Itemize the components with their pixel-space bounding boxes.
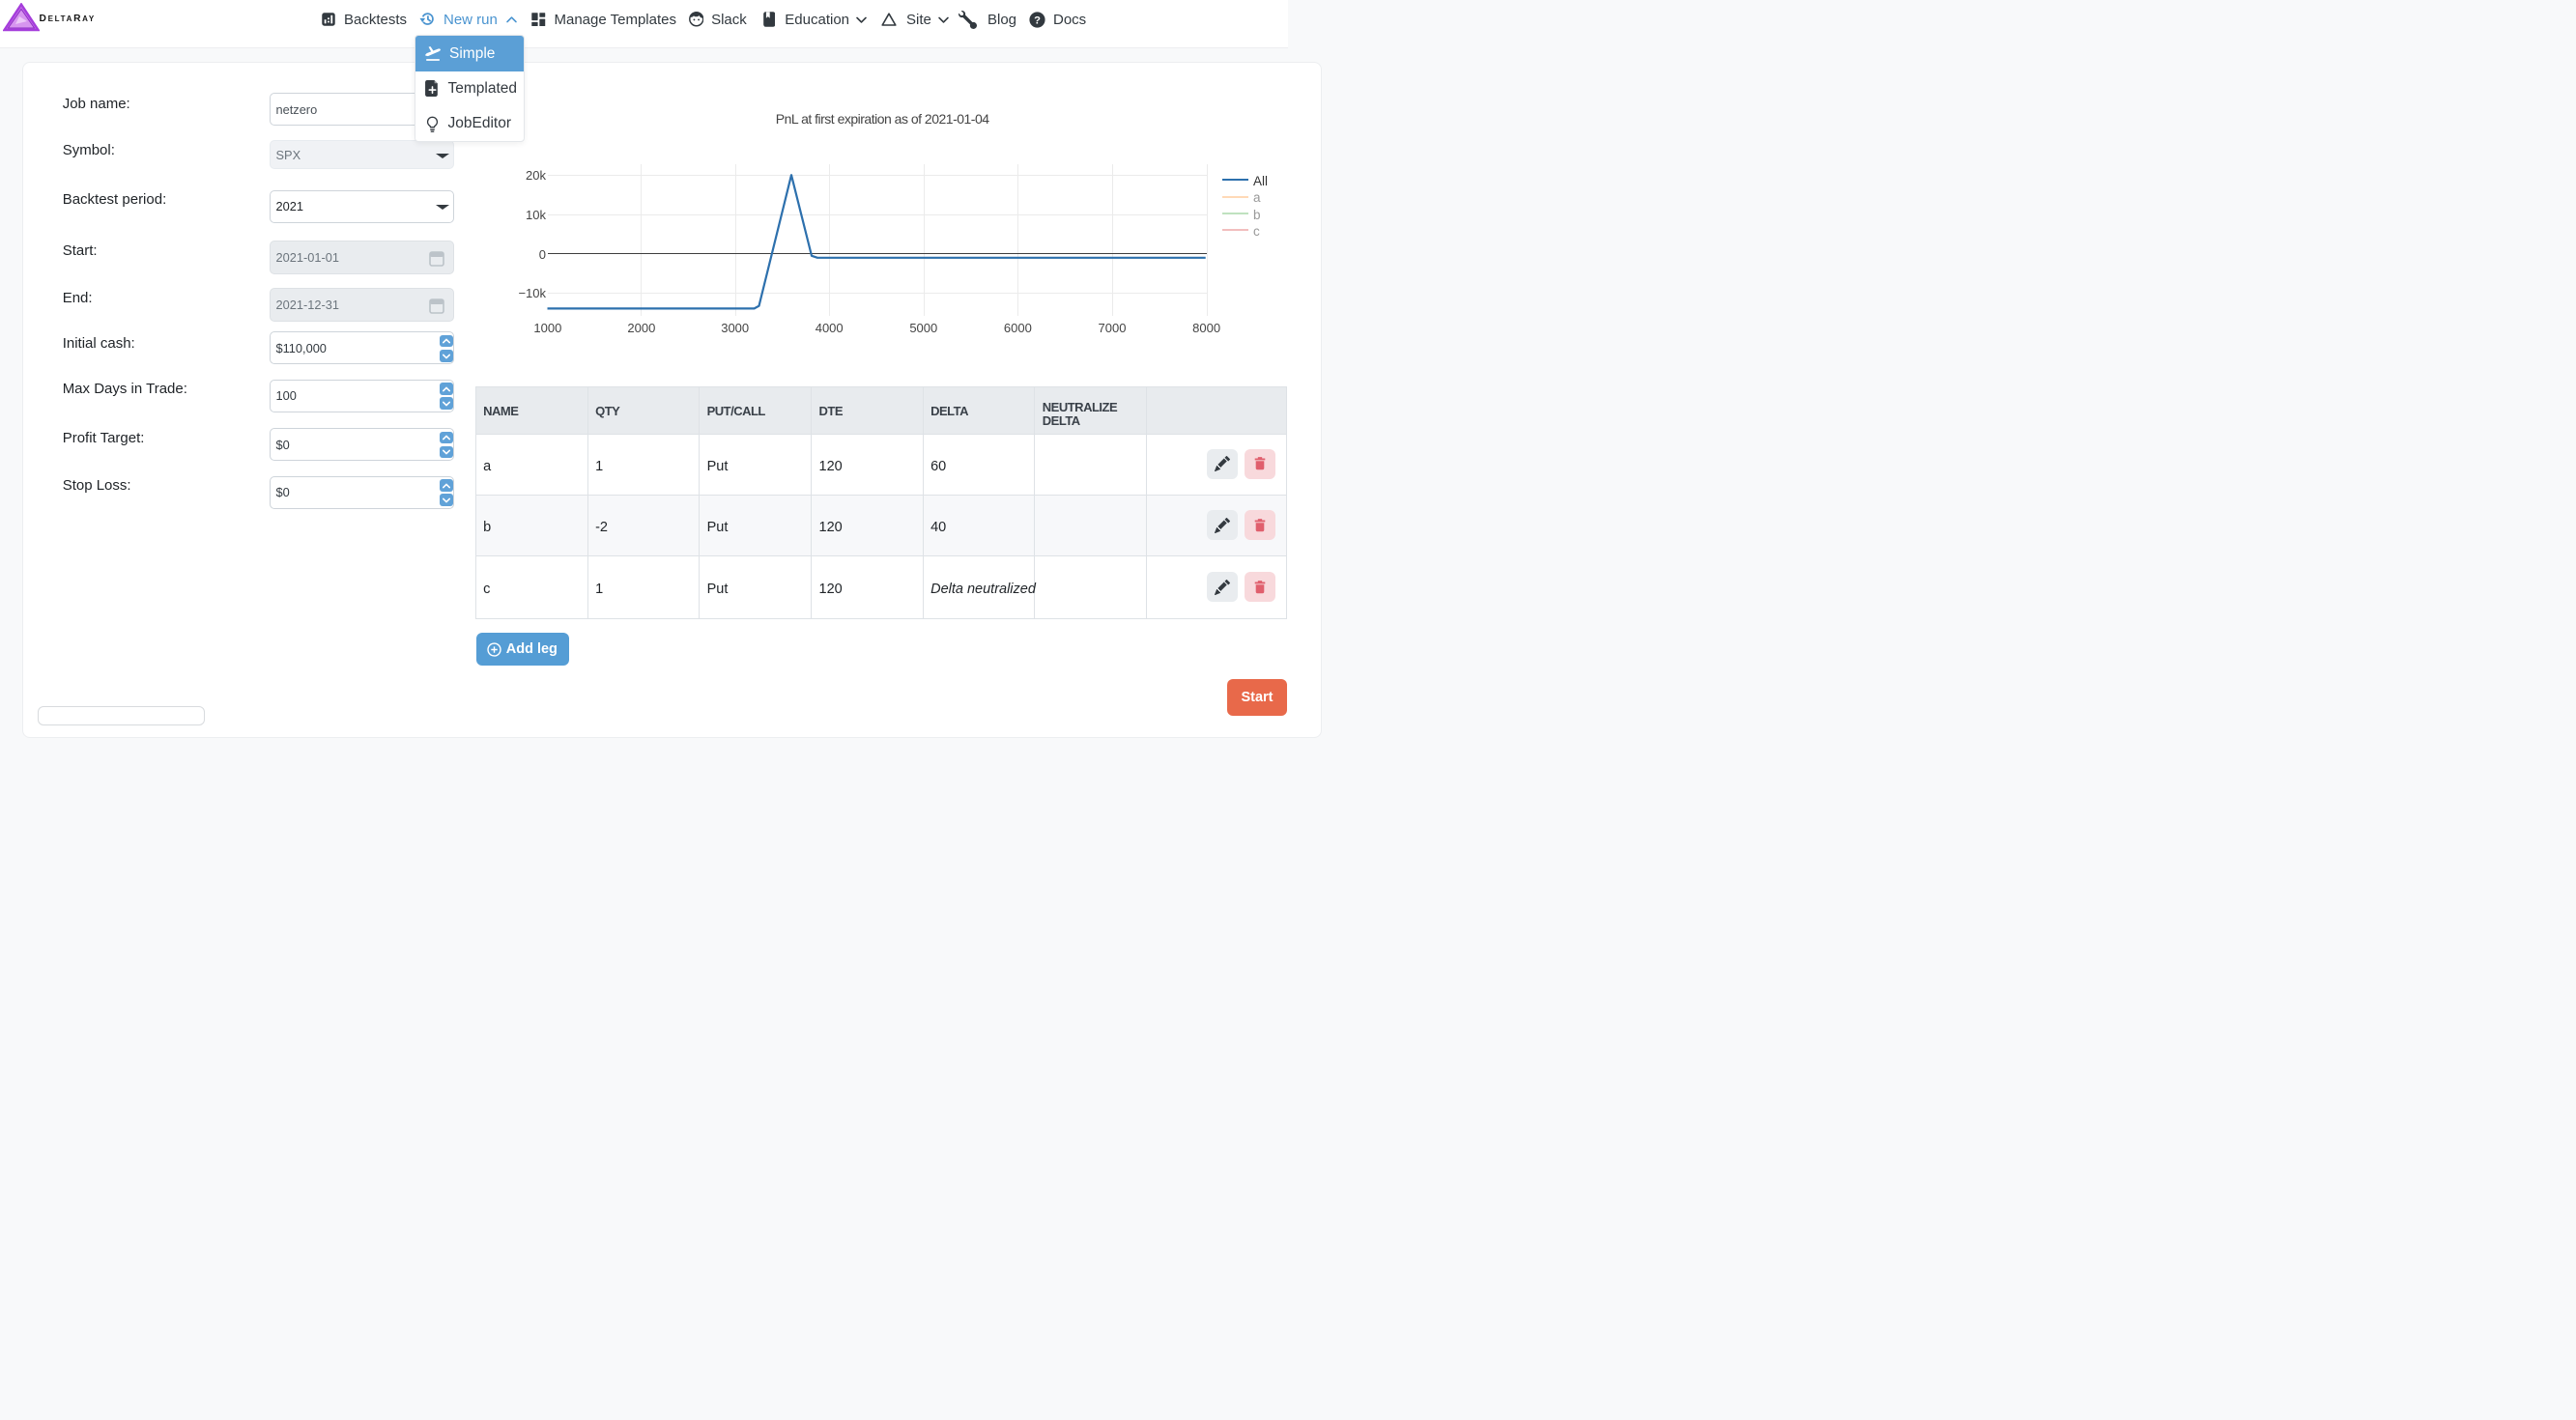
svg-text:?: ? bbox=[1034, 14, 1041, 26]
